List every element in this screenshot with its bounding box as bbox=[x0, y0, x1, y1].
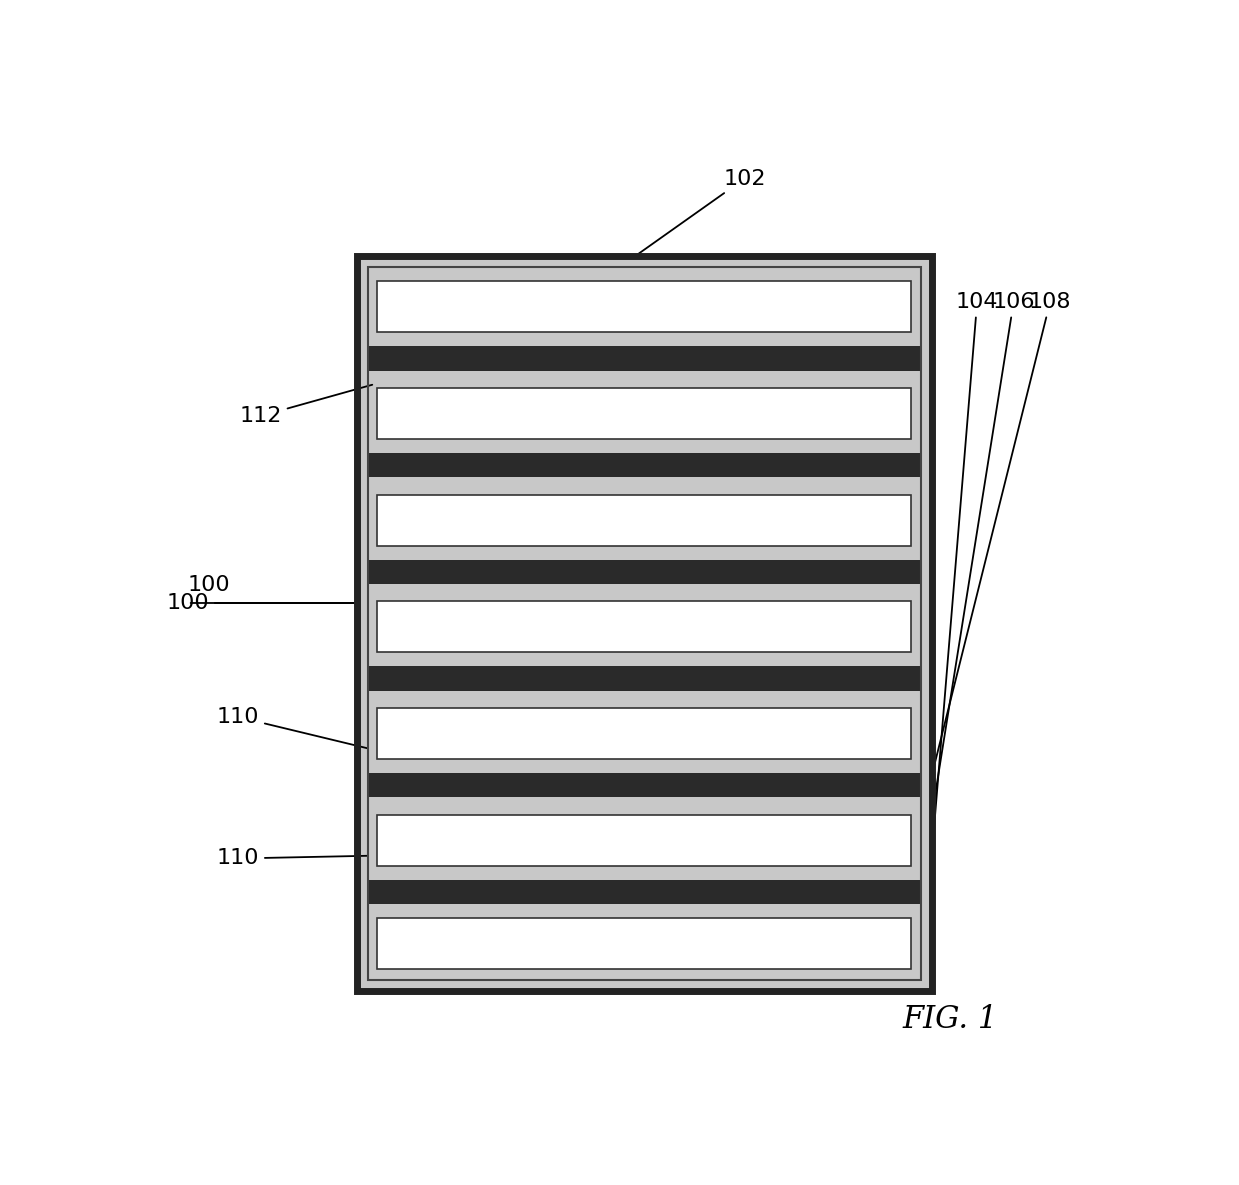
Bar bbox=[368, 335, 921, 346]
Bar bbox=[368, 915, 921, 972]
Bar bbox=[377, 494, 912, 545]
Text: FIG. 1: FIG. 1 bbox=[902, 1005, 997, 1036]
Bar bbox=[377, 281, 912, 332]
Bar bbox=[377, 814, 912, 865]
Bar bbox=[377, 707, 912, 758]
Bar bbox=[368, 691, 921, 705]
Text: 102: 102 bbox=[637, 168, 766, 255]
Bar bbox=[368, 559, 921, 584]
Bar bbox=[357, 256, 932, 991]
Text: 106: 106 bbox=[932, 292, 1035, 814]
Bar bbox=[368, 478, 921, 492]
Bar bbox=[368, 549, 921, 559]
Bar bbox=[368, 904, 921, 915]
Bar bbox=[368, 278, 921, 335]
Bar bbox=[368, 773, 921, 798]
Bar bbox=[368, 442, 921, 453]
Bar bbox=[368, 972, 921, 980]
Bar bbox=[368, 879, 921, 904]
Bar bbox=[368, 812, 921, 869]
Bar bbox=[368, 666, 921, 691]
Text: 104: 104 bbox=[932, 292, 999, 856]
Text: 100: 100 bbox=[188, 575, 230, 595]
Bar bbox=[357, 256, 932, 991]
Text: 110: 110 bbox=[217, 848, 368, 869]
Bar bbox=[377, 918, 912, 969]
Bar bbox=[368, 267, 921, 980]
Bar bbox=[368, 371, 921, 385]
Bar bbox=[368, 385, 921, 442]
Bar bbox=[368, 267, 921, 278]
Text: 112: 112 bbox=[239, 385, 372, 425]
Bar bbox=[368, 492, 921, 549]
Bar bbox=[368, 798, 921, 812]
Bar bbox=[368, 762, 921, 773]
Text: 100: 100 bbox=[166, 592, 354, 613]
Bar bbox=[377, 387, 912, 438]
Bar bbox=[368, 655, 921, 666]
Text: 108: 108 bbox=[932, 292, 1072, 774]
Bar bbox=[368, 598, 921, 655]
Text: 110: 110 bbox=[217, 707, 368, 748]
Bar bbox=[368, 869, 921, 879]
Bar bbox=[368, 705, 921, 762]
Bar bbox=[368, 346, 921, 371]
Bar bbox=[368, 584, 921, 598]
Bar bbox=[377, 601, 912, 652]
Bar bbox=[368, 453, 921, 478]
